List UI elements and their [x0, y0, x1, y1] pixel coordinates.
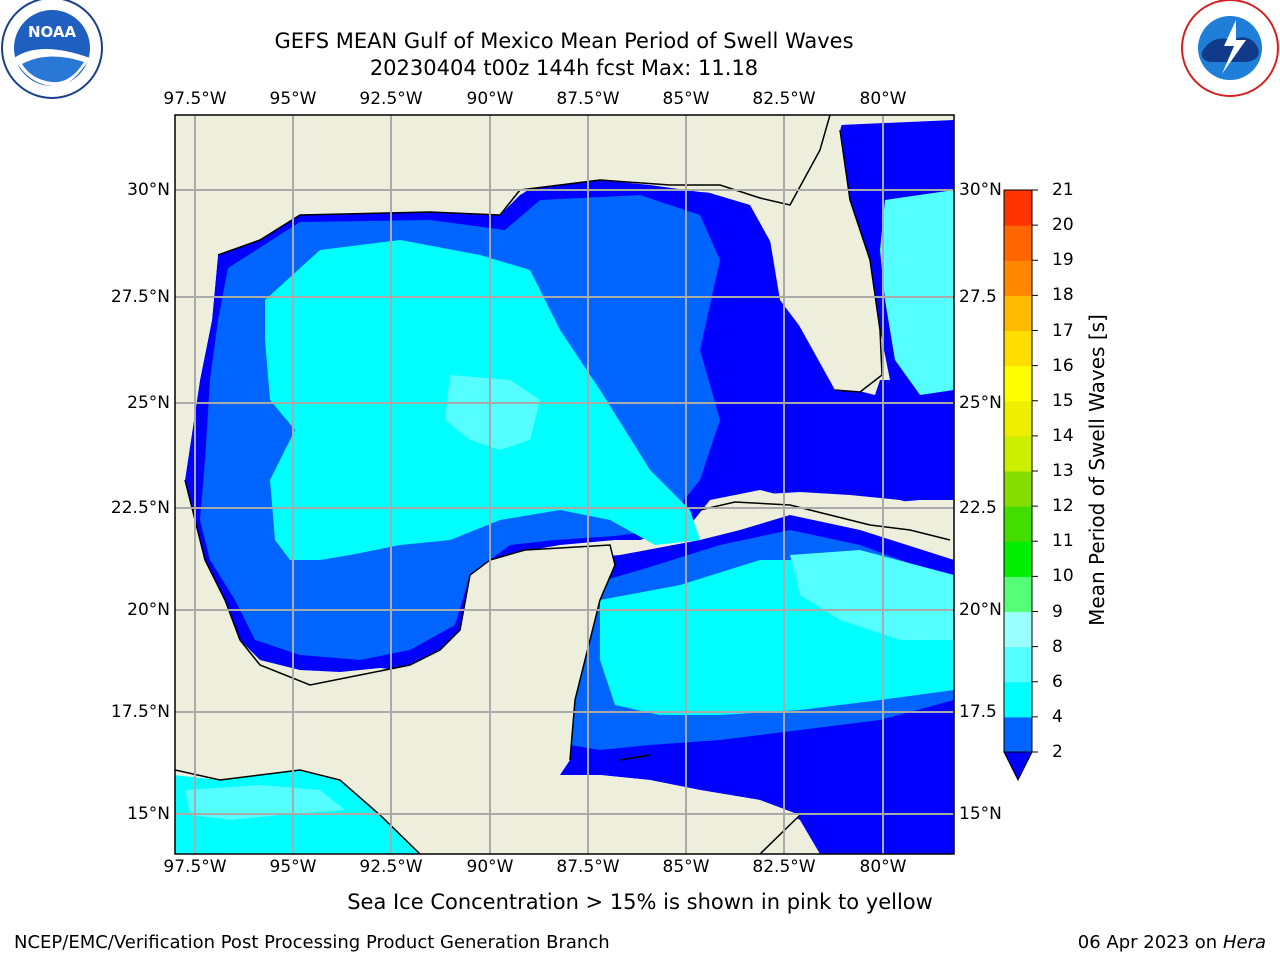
lon-tick-label: 90°W [466, 89, 514, 109]
colorbar-segment [1004, 646, 1032, 683]
lon-tick-label: 87.5°W [556, 89, 620, 109]
colorbar-segment [1004, 225, 1032, 261]
colorbar-tick-label: 19 [1052, 250, 1074, 271]
lon-tick-label: 90°W [466, 857, 514, 877]
colorbar-tick-label: 8 [1052, 636, 1063, 657]
colorbar-tick-label: 2 [1052, 742, 1063, 762]
chart-title: GEFS MEAN Gulf of Mexico Mean Period of … [274, 29, 854, 53]
lon-tick-label: 80°W [859, 857, 907, 877]
colorbar-segment [1004, 716, 1032, 753]
colorbar-tick-label: 11 [1052, 531, 1074, 552]
lat-tick-label: 30°N [959, 180, 1002, 200]
footer-date: 06 Apr 2023 on Hera [1078, 932, 1266, 953]
yucatan-peninsula [175, 545, 615, 854]
colorbar-tick-label: 17 [1052, 320, 1074, 341]
lon-tick-label: 87.5°W [556, 857, 620, 877]
atlantic-water-4-6 [880, 190, 954, 395]
lat-tick-label: 30°N [127, 180, 170, 200]
nws-logo-icon [1181, 0, 1279, 97]
colorbar-tick-label: 14 [1052, 425, 1074, 446]
colorbar-tick-label: 15 [1052, 390, 1074, 411]
colorbar-tick-label: 9 [1052, 601, 1063, 622]
lon-tick-label: 85°W [662, 89, 710, 109]
florida-peninsula [670, 115, 882, 392]
lat-tick-label: 27.5°N [110, 287, 170, 307]
colorbar-segment [1004, 681, 1032, 718]
colorbar-label: Mean Period of Swell Waves [s] [1085, 314, 1109, 626]
lat-tick-label: 25°N [127, 393, 170, 413]
lon-tick-label: 82.5°W [752, 89, 816, 109]
noaa-logo-text: NOAA [28, 23, 77, 41]
colorbar-segment [1004, 435, 1032, 472]
colorbar-tick-label: 16 [1052, 355, 1074, 376]
colorbar-segment [1004, 506, 1032, 542]
colorbar-segment [1004, 541, 1032, 577]
gulf-water-6-8 [445, 375, 540, 450]
colorbar-segment [1004, 190, 1032, 226]
coastline [175, 115, 951, 854]
colorbar-tick-label: 18 [1052, 285, 1074, 306]
colorbar-segment [1004, 400, 1032, 437]
colorbar-tick-label: 13 [1052, 461, 1074, 481]
sea-ice-note: Sea Ice Concentration > 15% is shown in … [0, 890, 1280, 914]
pacific-water-6-8 [185, 785, 345, 820]
noaa-logo-icon: NOAA [1, 0, 103, 99]
colorbar [1003, 189, 1038, 782]
lat-tick-label: 22.5 [959, 498, 997, 518]
lon-tick-label: 95°W [269, 857, 317, 877]
lat-tick-label: 20°N [959, 600, 1002, 620]
lat-tick-label: 25°N [959, 393, 1002, 413]
lat-tick-label: 15°N [127, 804, 170, 824]
lat-tick-label: 20°N [127, 600, 170, 620]
chart-subtitle: 20230404 t00z 144h fcst Max: 11.18 [369, 56, 759, 80]
colorbar-tick-label: 12 [1052, 496, 1074, 517]
lon-tick-label: 97.5°W [163, 857, 227, 877]
footer-branch: NCEP/EMC/Verification Post Processing Pr… [14, 932, 610, 953]
lon-tick-label: 95°W [269, 89, 317, 109]
colorbar-segment [1004, 471, 1032, 507]
lat-tick-label: 22.5°N [110, 498, 170, 518]
colorbar-segment [1004, 611, 1032, 648]
map-grid [175, 115, 954, 854]
map-frame [174, 114, 955, 855]
footer-date-text: 06 Apr 2023 on [1077, 932, 1218, 953]
colorbar-segment [1004, 365, 1032, 402]
lon-tick-label: 92.5°W [359, 857, 423, 877]
colorbar-tick-label: 10 [1052, 566, 1074, 587]
lat-tick-label: 27.5 [959, 287, 997, 307]
lat-tick-label: 17.5°N [110, 702, 170, 722]
colorbar-segment [1004, 260, 1032, 296]
map-plot-area [175, 115, 954, 854]
lon-tick-label: 85°W [662, 857, 710, 877]
colorbar-extend-triangle [1003, 751, 1033, 782]
footer-machine: Hera [1222, 932, 1266, 953]
colorbar-tick-label: 4 [1052, 706, 1063, 727]
mexico-west-coast [175, 115, 954, 680]
colorbar-tick-label: 6 [1052, 671, 1063, 692]
caribbean-water-6-8 [790, 550, 954, 640]
colorbar-tick-label: 21 [1052, 180, 1074, 200]
lon-tick-label: 80°W [859, 89, 907, 109]
colorbar-tick-label: 20 [1052, 215, 1074, 236]
colorbar-segment [1004, 330, 1032, 367]
lat-tick-label: 15°N [959, 804, 1002, 824]
lon-tick-label: 92.5°W [359, 89, 423, 109]
sea-ice-note-text: Sea Ice Concentration > 15% is shown in … [347, 890, 933, 914]
lon-tick-label: 82.5°W [752, 857, 816, 877]
colorbar-segment [1004, 576, 1032, 612]
lat-tick-label: 17.5 [959, 702, 997, 722]
colorbar-segment [1004, 295, 1032, 331]
lon-tick-label: 97.5°W [163, 89, 227, 109]
cuba-island [700, 492, 954, 540]
